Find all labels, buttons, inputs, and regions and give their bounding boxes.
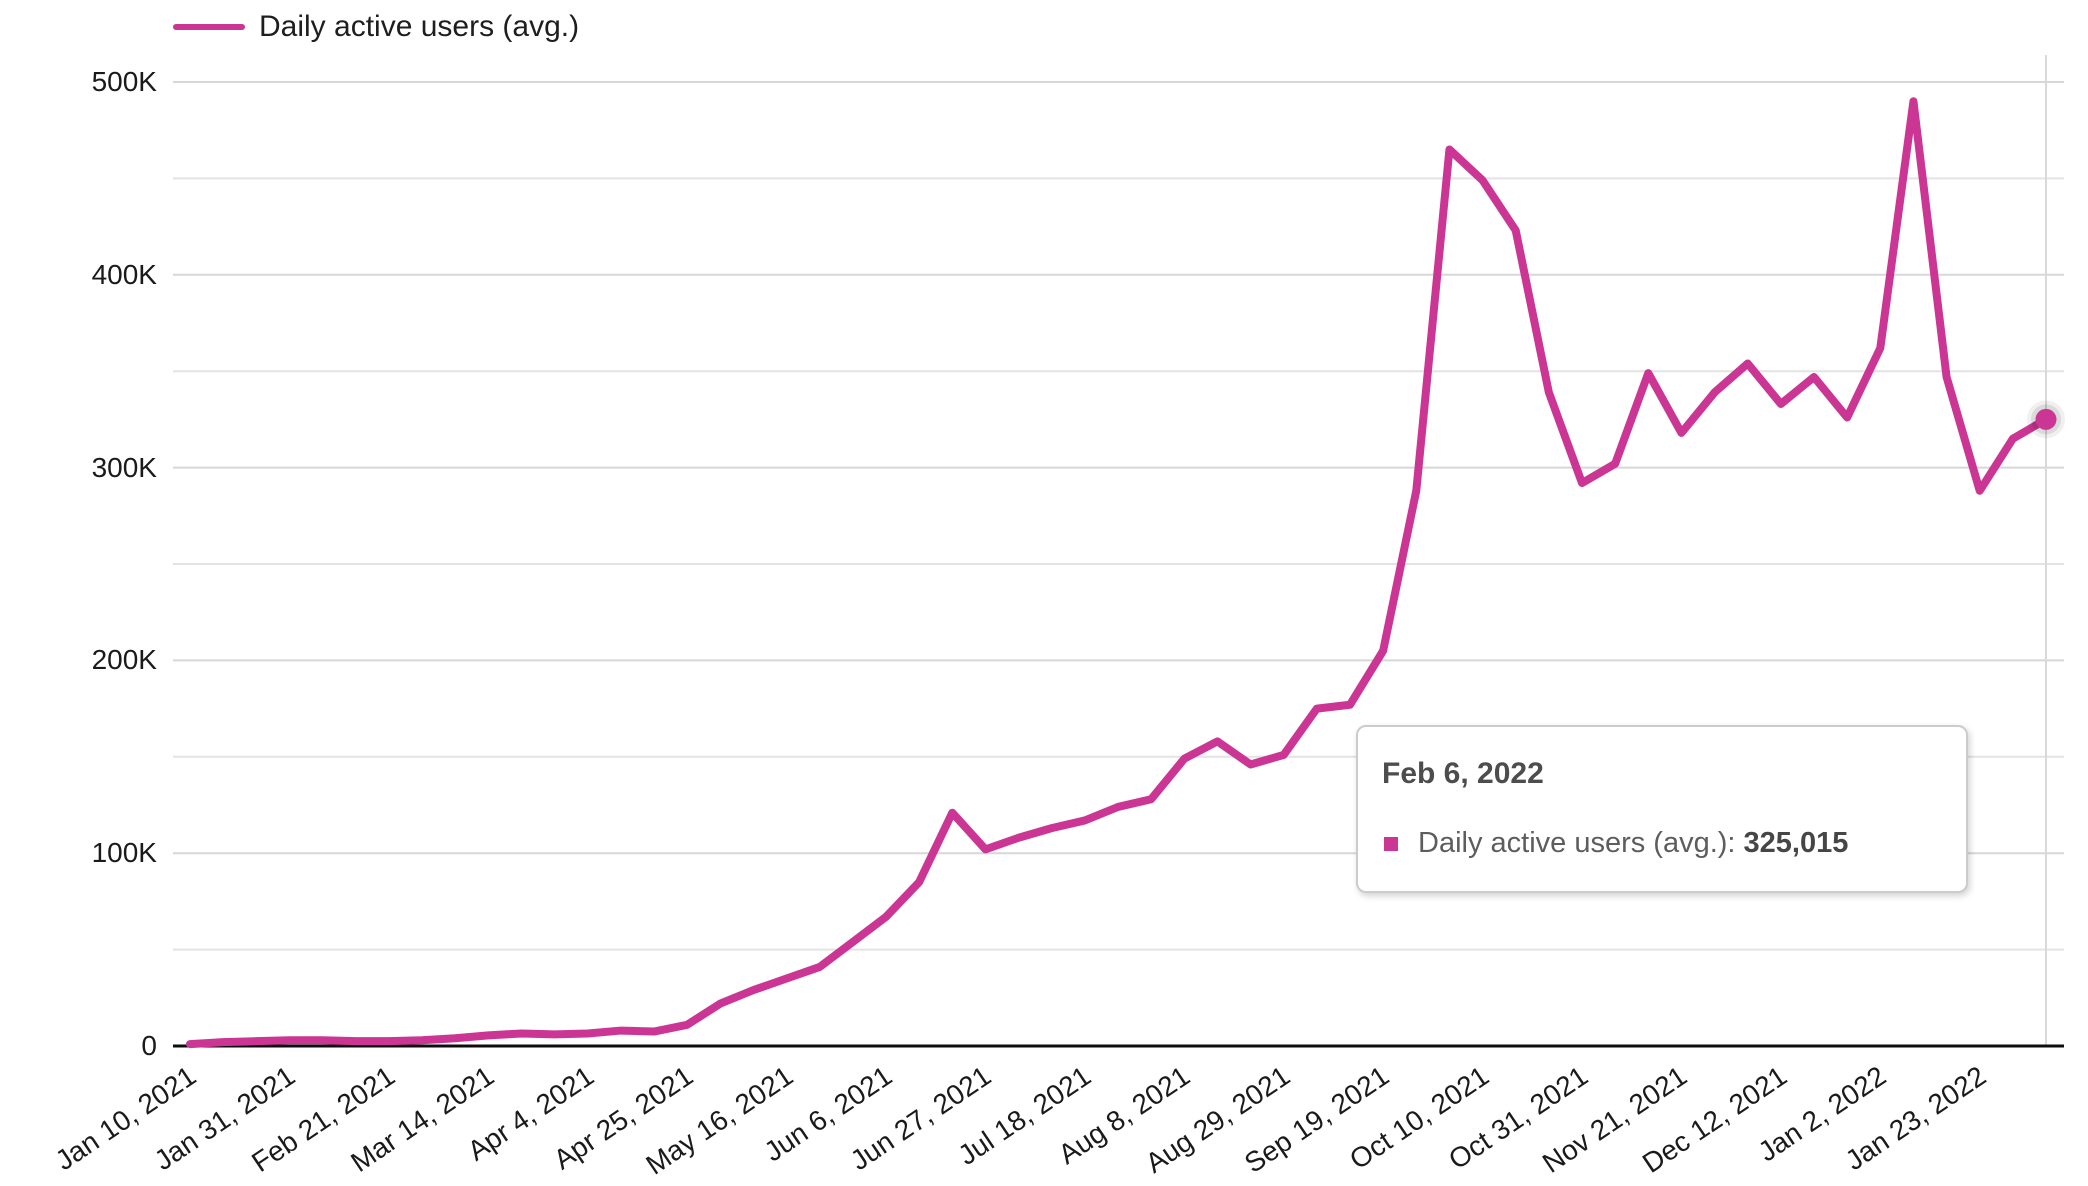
tooltip-series-value: 325,015 bbox=[1743, 827, 1849, 859]
legend-line-swatch bbox=[173, 24, 245, 30]
legend: Daily active users (avg.) bbox=[173, 10, 579, 44]
series-line-daily-active-users bbox=[186, 97, 2050, 1049]
marker-dot bbox=[2035, 408, 2057, 430]
hovered-point-marker bbox=[2027, 400, 2065, 439]
y-axis-label: 100K bbox=[91, 837, 157, 869]
tooltip-series-swatch bbox=[1384, 836, 1398, 851]
y-axis-label: 200K bbox=[91, 644, 157, 676]
legend-label: Daily active users (avg.) bbox=[259, 10, 580, 43]
tooltip-date: Feb 6, 2022 bbox=[1382, 757, 1544, 790]
tooltip: Feb 6, 2022 Daily active users (avg.): 3… bbox=[1356, 725, 1968, 893]
y-axis-label: 500K bbox=[91, 66, 157, 97]
tooltip-series-row: Daily active users (avg.): 325,015 bbox=[1382, 827, 1942, 860]
y-axis-label: 300K bbox=[91, 451, 157, 483]
tooltip-series-label: Daily active users (avg.): bbox=[1418, 827, 1744, 859]
y-axis-label: 400K bbox=[91, 258, 157, 290]
y-axis-label: 0 bbox=[141, 1030, 157, 1061]
